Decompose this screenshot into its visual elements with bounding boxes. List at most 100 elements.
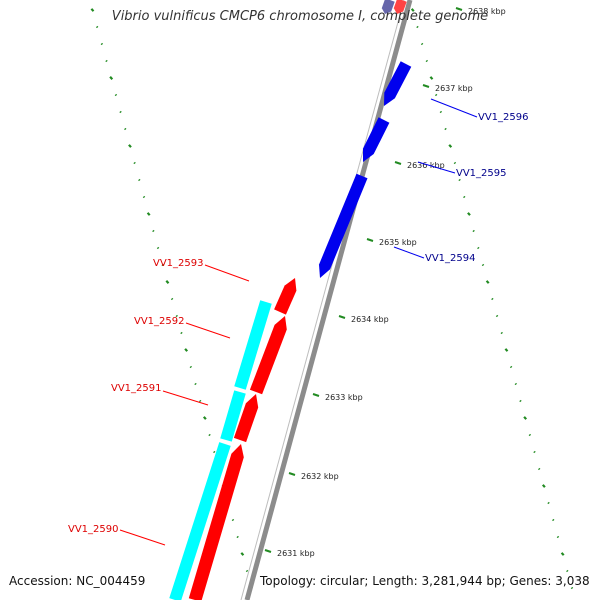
outer-tick [170,297,174,301]
leader-line [119,529,166,546]
gene-arrow-vv1-2596 [384,61,412,106]
kbp-label: 2635 kbp [379,238,417,247]
tick-marks [90,7,574,590]
outer-tick [208,433,211,437]
inner-tick [481,263,485,267]
gene-arrow-vv1-2593 [274,278,297,315]
leader-line [393,246,425,259]
outer-tick [138,178,141,182]
gene-arrow-top-purple [381,0,395,14]
gene-label-vv1-2592: VV1_2592 [134,316,185,327]
kbp-tick [288,472,296,476]
outer-tick [161,263,164,267]
gene-label-vv1-2596: VV1_2596 [478,112,529,123]
outer-tick [236,535,239,539]
inner-tick [495,314,499,318]
leader-line [185,322,231,339]
inner-tick [523,416,528,420]
inner-tick [538,467,541,471]
backbone-line [244,0,413,600]
leader-line [430,98,478,118]
inner-tick [416,25,419,29]
inner-tick [552,518,555,522]
outer-tick [184,348,189,352]
inner-tick [477,246,480,250]
inner-tick [472,229,475,233]
kbp-label: 2634 kbp [351,315,389,324]
label-layer: 2631 kbp 2632 kbp 2633 kbp 2634 kbp 2635 kbp… [68,7,529,558]
outer-tick [245,569,249,573]
inner-tick [560,552,565,556]
kbp-tick [422,84,430,88]
outer-tick [199,399,202,403]
outer-tick [90,8,95,12]
gene-arrow-top-red [393,0,407,14]
inner-tick [444,127,447,131]
inner-tick [504,348,509,352]
inner-tick [420,42,424,46]
outer-tick [109,76,114,80]
inner-tick [429,76,434,80]
outer-tick [202,416,207,420]
map-title: Vibrio vulnificus CMCP6 chromosome I, co… [111,9,489,24]
inner-tick [439,110,443,114]
inner-tick [500,331,503,335]
kbp-label: 2631 kbp [277,549,315,558]
feature-track [169,0,412,600]
inner-tick [425,59,428,63]
inner-tick [434,93,438,97]
inner-tick [453,161,457,165]
outer-tick [114,93,118,97]
gene-label-vv1-2593: VV1_2593 [153,258,204,269]
gene-arrow-vv1-2594 [319,173,368,278]
inner-tick [533,450,536,454]
inner-tick [410,8,415,12]
inner-tick [448,144,453,148]
outer-tick [165,280,170,284]
kbp-label: 2636 kbp [407,161,445,170]
outer-tick [105,59,108,63]
backbone-edge [240,0,405,600]
outer-tick [175,314,178,318]
outer-tick [119,110,122,114]
outer-tick [213,450,216,454]
leader-line [417,161,456,174]
leader-line [162,390,209,406]
outer-tick [180,331,183,335]
outer-tick [133,161,136,165]
outer-tick [146,212,151,216]
outer-tick [240,552,245,556]
inner-tick [509,365,513,369]
outer-tick [142,195,146,199]
outer-tick [231,518,235,522]
inner-tick [463,195,466,199]
inner-tick [541,484,546,488]
kbp-tick [394,161,402,165]
inner-tick [556,535,560,539]
outer-tick [156,246,160,250]
gene-label-vv1-2590: VV1_2590 [68,524,119,535]
inner-tick [519,399,522,403]
cds-bar-vv1-2592 [234,300,272,390]
gene-arrow-vv1-2591 [233,394,259,443]
inner-tick [467,212,471,216]
accession-label: Accession: NC_004459 [9,574,146,588]
inner-tick [547,501,550,505]
outer-tick [152,229,155,233]
outer-tick [95,25,99,29]
inner-tick [491,297,494,301]
cds-bar-vv1-2591 [220,390,246,442]
outer-tick [189,365,192,369]
inner-tick [566,569,569,573]
kbp-label: 2637 kbp [435,84,473,93]
outer-tick [100,42,104,46]
inner-tick [458,178,461,182]
kbp-label: 2633 kbp [325,393,363,402]
kbp-tick [366,238,374,242]
outer-tick [128,144,132,148]
inner-tick [528,433,532,437]
gene-label-vv1-2591: VV1_2591 [111,383,162,394]
cds-bar-vv1-2590 [169,442,231,600]
